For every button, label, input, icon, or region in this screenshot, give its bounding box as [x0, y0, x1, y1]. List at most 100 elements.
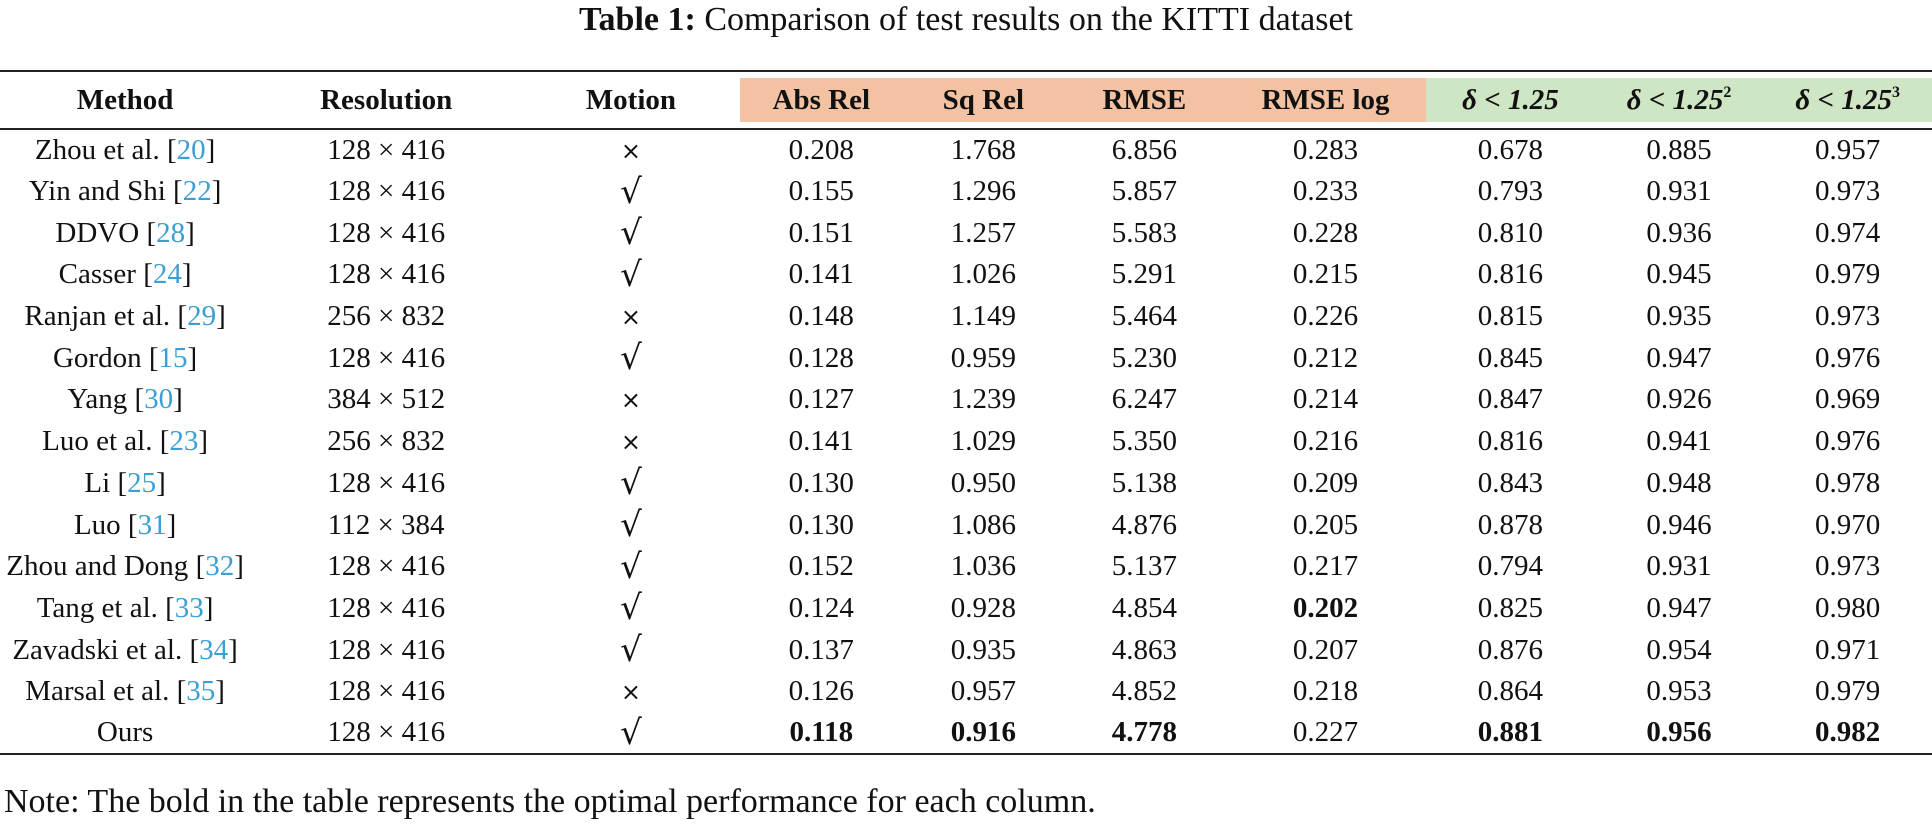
- cell-resolution: 128 × 416: [327, 591, 446, 624]
- check-icon: √: [522, 463, 740, 505]
- method-name: Casser: [58, 258, 144, 291]
- cell-rmse-log: 0.218: [1292, 675, 1359, 708]
- delta3-label: δ < 1.25: [1795, 83, 1892, 116]
- cell-d3: 0.979: [1815, 675, 1881, 708]
- col-header-motion: Motion: [585, 83, 677, 116]
- cell-rmse: 5.857: [1111, 175, 1177, 208]
- cell-sq-rel: 0.928: [950, 591, 1016, 624]
- reference-link[interactable]: 29: [187, 300, 217, 333]
- caption-label: Table 1:: [578, 1, 696, 38]
- method-name: Tang et al.: [36, 591, 166, 624]
- reference-link[interactable]: 28: [156, 216, 186, 249]
- cell-d3: 0.973: [1815, 300, 1881, 333]
- reference-link[interactable]: 32: [205, 550, 235, 583]
- table-row: Li [25] 128 × 416 √ 0.130 0.950 5.138 0.209 0.8…: [0, 463, 1932, 505]
- reference-link[interactable]: 30: [144, 383, 174, 416]
- cell-d3: 0.971: [1815, 633, 1881, 666]
- col-header-rmse: RMSE: [1063, 71, 1225, 129]
- cell-method: Zavadski et al. [34]: [12, 633, 238, 666]
- table-row: DDVO [28] 128 × 416 √ 0.151 1.257 5.583 0.228 0…: [0, 212, 1932, 254]
- reference-link[interactable]: 33: [174, 591, 204, 624]
- cell-d3: 0.982: [1815, 716, 1881, 749]
- table-row: Marsal et al. [35] 128 × 416 × 0.126 0.957 4.…: [0, 671, 1932, 713]
- motion-mark: ×: [620, 386, 641, 415]
- cell-resolution: 128 × 416: [327, 550, 446, 583]
- cell-d2: 0.946: [1646, 508, 1712, 541]
- cell-method: Ours: [0, 713, 250, 755]
- col-header-abs-rel: Abs Rel: [739, 71, 903, 129]
- cross-icon: ×: [522, 129, 740, 171]
- reference-link[interactable]: 25: [127, 466, 157, 499]
- cell-method: Yang [30]: [67, 383, 183, 416]
- reference-link[interactable]: 34: [199, 633, 229, 666]
- method-name: Yang: [67, 383, 135, 416]
- cell-d2: 0.885: [1646, 133, 1712, 166]
- cell-resolution: 128 × 416: [327, 466, 446, 499]
- motion-mark: ×: [620, 303, 641, 332]
- check-icon: √: [522, 713, 740, 755]
- cell-d1: 0.825: [1477, 591, 1544, 624]
- reference-link[interactable]: 31: [137, 508, 167, 541]
- cell-rmse: 5.230: [1111, 341, 1177, 374]
- reference-link[interactable]: 15: [158, 341, 188, 374]
- cell-rmse-log: 0.216: [1292, 425, 1359, 458]
- reference-link[interactable]: 20: [176, 133, 206, 166]
- cell-sq-rel: 1.149: [950, 300, 1016, 333]
- cell-d3: 0.970: [1815, 508, 1881, 541]
- cell-abs-rel: 0.127: [788, 383, 854, 416]
- table-caption: Table 1: Comparison of test results on t…: [0, 0, 1932, 40]
- motion-mark: √: [620, 254, 642, 295]
- method-name: DDVO: [55, 216, 147, 249]
- results-table: Method Resolution Motion Abs Rel Sq Rel …: [0, 70, 1932, 755]
- cell-d2: 0.948: [1646, 466, 1712, 499]
- cross-icon: ×: [522, 421, 740, 463]
- motion-mark: ×: [620, 678, 641, 707]
- cell-d1: 0.678: [1477, 133, 1544, 166]
- cell-d1: 0.794: [1477, 550, 1544, 583]
- reference-link[interactable]: 24: [152, 258, 182, 291]
- method-name: Zavadski et al.: [12, 633, 190, 666]
- cell-rmse-log: 0.207: [1292, 633, 1359, 666]
- cell-abs-rel: 0.118: [789, 716, 854, 749]
- motion-mark: ×: [620, 136, 641, 165]
- delta1-label: δ < 1.25: [1462, 83, 1559, 116]
- method-name: Li: [84, 466, 118, 499]
- cell-resolution: 128 × 416: [327, 341, 446, 374]
- cell-sq-rel: 0.935: [950, 633, 1016, 666]
- table-header: Method Resolution Motion Abs Rel Sq Rel …: [0, 71, 1932, 129]
- method-name: Zhou et al.: [34, 133, 167, 166]
- cell-rmse: 5.137: [1111, 550, 1177, 583]
- table-row: Tang et al. [33] 128 × 416 √ 0.124 0.928 4.85…: [0, 588, 1932, 630]
- cell-resolution: 128 × 416: [327, 133, 446, 166]
- cell-sq-rel: 0.916: [950, 716, 1016, 749]
- reference-link[interactable]: 22: [182, 175, 212, 208]
- caption-text: Comparison of test results on the KITTI …: [704, 1, 1354, 38]
- cell-rmse: 6.856: [1111, 133, 1177, 166]
- motion-mark: √: [620, 546, 642, 587]
- cell-d2: 0.947: [1646, 341, 1712, 374]
- cell-d3: 0.979: [1815, 258, 1881, 291]
- reference-link[interactable]: 23: [169, 425, 199, 458]
- check-icon: √: [522, 504, 740, 546]
- cell-d1: 0.810: [1477, 216, 1544, 249]
- cell-resolution: 128 × 416: [327, 633, 446, 666]
- cell-d2: 0.947: [1646, 591, 1712, 624]
- cell-d1: 0.843: [1477, 466, 1544, 499]
- cell-abs-rel: 0.151: [788, 216, 854, 249]
- cell-method: Zhou and Dong [32]: [6, 550, 244, 583]
- reference-link[interactable]: 35: [186, 675, 216, 708]
- motion-mark: √: [620, 588, 642, 629]
- cell-method: Tang et al. [33]: [36, 591, 214, 624]
- table-row: Casser [24] 128 × 416 √ 0.141 1.026 5.291 0.21…: [0, 254, 1932, 296]
- cell-d2: 0.945: [1646, 258, 1712, 291]
- check-icon: √: [522, 254, 740, 296]
- cell-d1: 0.816: [1477, 425, 1544, 458]
- cell-d1: 0.864: [1477, 675, 1544, 708]
- table-row: Ours 128 × 416 √ 0.118 0.916 4.778 0.227 0.881 0…: [0, 713, 1932, 755]
- cell-rmse-log: 0.215: [1292, 258, 1359, 291]
- cell-resolution: 128 × 416: [327, 675, 446, 708]
- table-row: Luo et al. [23] 256 × 832 × 0.141 1.029 5.350…: [0, 421, 1932, 463]
- table-row: Luo [31] 112 × 384 √ 0.130 1.086 4.876 0.205 0.…: [0, 504, 1932, 546]
- cell-method: Luo [31]: [73, 508, 177, 541]
- cell-d2: 0.931: [1646, 175, 1712, 208]
